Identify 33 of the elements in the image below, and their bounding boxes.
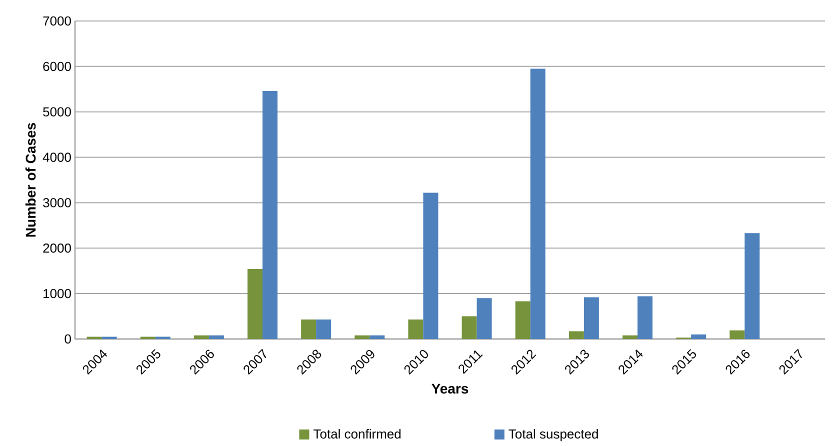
bar bbox=[691, 334, 706, 339]
y-tick-label: 1000 bbox=[44, 288, 71, 298]
y-tick-label: 3000 bbox=[43, 198, 71, 208]
y-tick-label: 2000 bbox=[43, 244, 71, 253]
bar bbox=[638, 296, 652, 339]
bar bbox=[423, 192, 438, 339]
bar bbox=[370, 335, 385, 339]
bar bbox=[316, 319, 332, 339]
bar bbox=[408, 319, 424, 339]
x-axis-title: Years bbox=[432, 384, 468, 394]
legend-label: Total suspected bbox=[508, 429, 598, 442]
bar bbox=[262, 90, 278, 339]
y-tick-label: 0 bbox=[64, 334, 71, 344]
legend-label: Total confirmed bbox=[314, 429, 401, 439]
bar bbox=[194, 335, 209, 339]
y-tick-label: 6000 bbox=[43, 62, 71, 72]
y-axis-title: Number of Cases bbox=[25, 123, 36, 237]
bar bbox=[476, 298, 492, 339]
y-tick-label: 5000 bbox=[43, 107, 71, 116]
bar bbox=[301, 319, 316, 339]
y-tick-label: 7000 bbox=[43, 16, 71, 26]
bar bbox=[568, 331, 584, 339]
bar bbox=[248, 269, 263, 339]
bar bbox=[744, 233, 760, 339]
y-tick-label: 4000 bbox=[42, 152, 71, 162]
bar bbox=[462, 316, 477, 339]
bar bbox=[730, 330, 745, 339]
bar bbox=[515, 301, 530, 339]
bar bbox=[622, 335, 638, 339]
bar bbox=[208, 335, 224, 339]
bar bbox=[530, 68, 546, 339]
bar bbox=[584, 297, 599, 339]
bar bbox=[354, 335, 370, 339]
